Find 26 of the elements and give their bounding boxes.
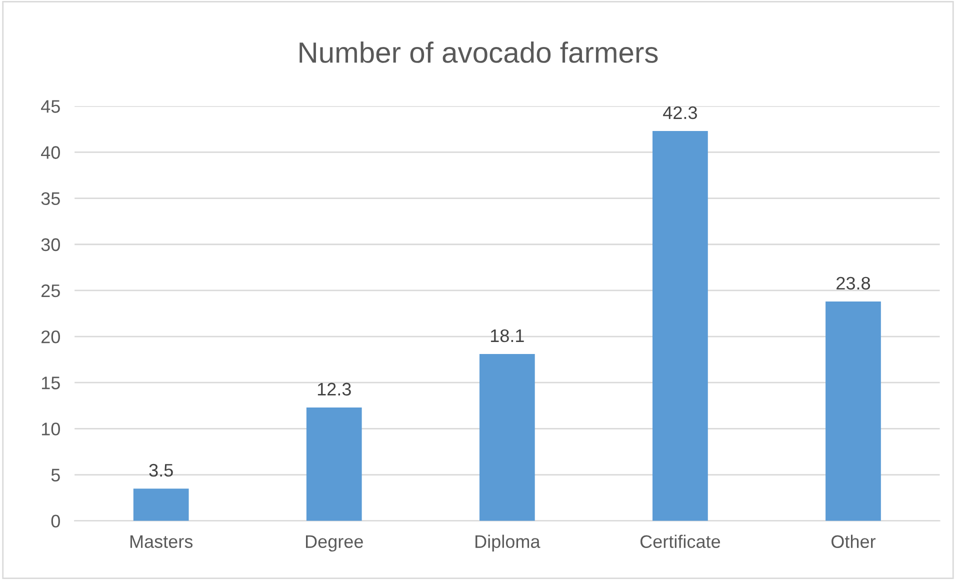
bar	[479, 354, 535, 521]
bar	[306, 407, 362, 521]
bar	[826, 302, 881, 521]
data-label: 23.8	[836, 276, 870, 290]
y-tick-label: 5	[51, 468, 60, 482]
chart-title: Number of avocado farmers	[300, 42, 658, 63]
y-tick-label: 30	[41, 238, 60, 252]
y-tick-label: 15	[42, 376, 60, 390]
data-label: 12.3	[318, 382, 351, 396]
y-tick-label: 35	[41, 192, 60, 206]
y-tick-label: 40	[41, 146, 60, 159]
x-tick-label: Certificate	[640, 534, 720, 548]
x-tick-label: Degree	[306, 535, 363, 552]
data-label: 18.1	[490, 329, 524, 342]
y-tick-label: 45	[41, 100, 60, 113]
y-tick-label: 0	[51, 514, 60, 528]
data-label: 3.5	[149, 464, 173, 477]
y-tick-label: 25	[42, 284, 60, 298]
x-tick-label: Other	[832, 534, 876, 548]
bar	[652, 131, 708, 521]
y-tick-label: 20	[42, 330, 60, 344]
y-tick-label: 10	[42, 422, 60, 436]
x-tick-label: Masters	[130, 535, 193, 548]
x-tick-label: Diploma	[476, 534, 540, 552]
bar	[133, 488, 189, 521]
data-label: 42.3	[663, 106, 697, 120]
